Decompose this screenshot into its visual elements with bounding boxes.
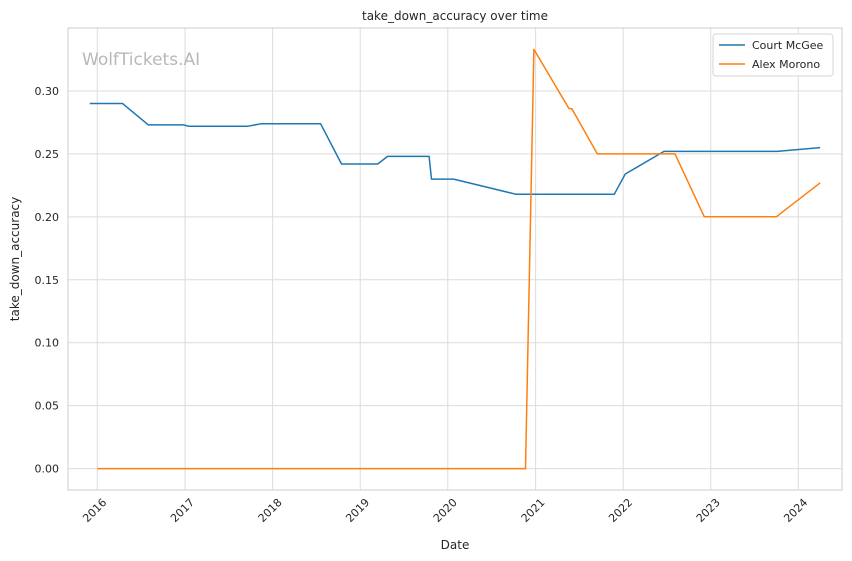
series-line-court-mcgee	[89, 102, 821, 195]
y-tick-labels: 0.00 0.05 0.10 0.15 0.20 0.25 0.30	[35, 85, 60, 476]
legend: Court McGee Alex Morono	[712, 33, 834, 77]
legend-label-alex-morono: Alex Morono	[752, 58, 820, 71]
y-tick-label: 0.10	[35, 337, 60, 350]
grid	[68, 28, 842, 490]
y-tick-label: 0.20	[35, 211, 60, 224]
series-lines	[89, 48, 821, 470]
plot-frame	[67, 27, 843, 491]
y-tick-label: 0.05	[35, 400, 60, 413]
y-tick-label: 0.00	[35, 463, 60, 476]
y-axis-label: take_down_accuracy	[8, 197, 22, 321]
series-line-alex-morono	[97, 48, 821, 470]
x-axis-label: Date	[441, 538, 470, 552]
watermark: WolfTickets.AI	[82, 50, 200, 70]
y-tick-label: 0.15	[35, 274, 60, 287]
chart-title: take_down_accuracy over time	[362, 9, 548, 23]
y-tick-label: 0.25	[35, 148, 60, 161]
legend-label-court-mcgee: Court McGee	[752, 39, 824, 52]
y-tick-label: 0.30	[35, 85, 60, 98]
